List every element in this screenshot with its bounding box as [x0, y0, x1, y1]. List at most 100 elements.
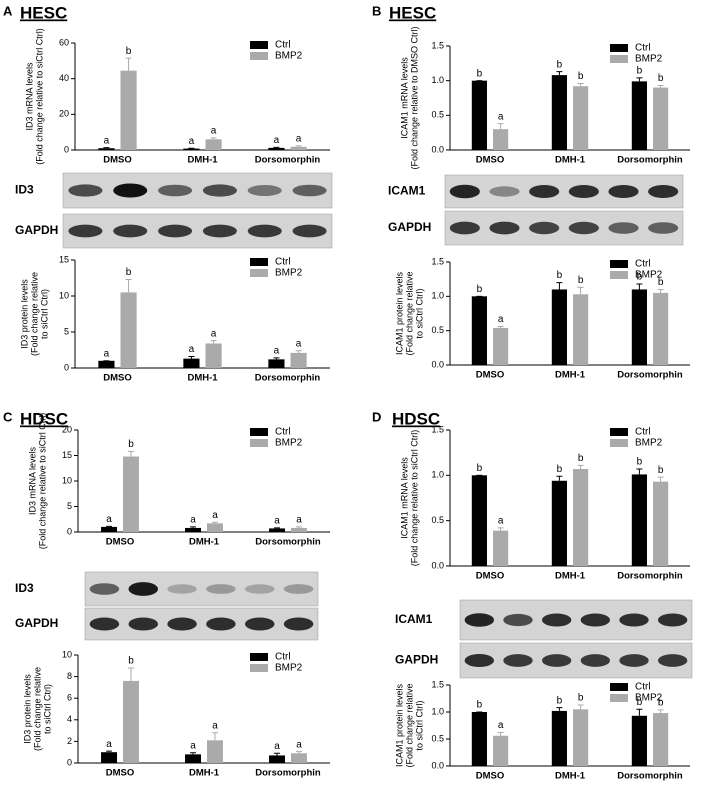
error-bar — [636, 708, 643, 716]
blot-band — [648, 222, 679, 234]
bar — [290, 352, 307, 368]
bar — [471, 712, 487, 766]
error-bar — [190, 526, 197, 528]
bar — [573, 294, 589, 365]
blot-band — [580, 613, 611, 627]
y-tick-label: 8 — [67, 671, 72, 681]
blot — [444, 174, 684, 209]
bar — [98, 360, 115, 368]
x-tick-label: DMH-1 — [187, 155, 218, 166]
bar — [493, 530, 509, 566]
blot-band — [158, 224, 193, 238]
bar — [291, 753, 307, 763]
x-tick-label: DMH-1 — [555, 155, 586, 166]
legend-swatch — [250, 439, 268, 447]
legend-label: BMP2 — [635, 693, 663, 704]
x-tick-label: DMH-1 — [555, 370, 586, 381]
bar — [205, 343, 222, 368]
bar — [269, 755, 285, 763]
bar — [551, 289, 567, 365]
error-bar — [636, 283, 643, 290]
y-axis-label: ICAM1 mRNA levels — [399, 57, 409, 139]
y-axis-label: ID3 protein levels — [22, 674, 32, 744]
error-bar — [657, 476, 664, 482]
error-bar — [577, 704, 584, 710]
bar — [551, 75, 567, 150]
bar — [268, 147, 285, 150]
blot-band — [568, 221, 599, 235]
error-bar — [127, 450, 134, 457]
blot-band — [89, 617, 120, 631]
bar — [269, 528, 285, 532]
cell-type: HESC — [389, 3, 436, 22]
legend-label: BMP2 — [635, 270, 663, 281]
legend-label: BMP2 — [275, 438, 303, 449]
y-tick-label: 60 — [59, 37, 69, 47]
y-axis-label: (Fold change relative — [32, 667, 42, 751]
significance-letter: a — [274, 135, 280, 146]
significance-letter: a — [498, 111, 504, 122]
significance-letter: b — [658, 465, 664, 476]
blot-label: GAPDH — [15, 223, 58, 237]
error-bar — [211, 521, 218, 524]
blot — [84, 571, 319, 607]
x-tick-label: Dorsomorphin — [255, 768, 321, 779]
bar — [653, 713, 669, 766]
blot-band — [449, 184, 480, 199]
error-bar — [295, 145, 302, 147]
y-axis-label: to siCtrl Ctrl) — [414, 289, 424, 339]
blot-band — [529, 221, 560, 235]
blot-band — [608, 222, 639, 234]
y-axis-label: (Fold change relative — [404, 683, 414, 767]
x-tick-label: DMSO — [476, 155, 505, 166]
legend-label: BMP2 — [275, 268, 303, 279]
blot-band — [113, 183, 148, 198]
panel-letter: D — [372, 409, 381, 424]
legend-swatch — [250, 269, 268, 277]
blot-band — [489, 186, 520, 197]
y-tick-label: 1.0 — [431, 75, 444, 85]
blot-label: GAPDH — [15, 616, 58, 630]
error-bar — [210, 340, 217, 344]
error-bar — [556, 71, 563, 76]
error-bar — [497, 527, 504, 531]
significance-letter: a — [189, 344, 195, 355]
y-tick-label: 15 — [62, 450, 72, 460]
error-bar — [106, 750, 113, 753]
blot-band — [657, 654, 688, 667]
y-axis-label: (Fold change relative — [29, 272, 39, 356]
blot-label: ID3 — [15, 183, 34, 197]
blot-band — [247, 224, 282, 238]
y-tick-label: 0.5 — [431, 515, 444, 525]
x-tick-label: Dorsomorphin — [617, 771, 683, 782]
blot-band — [648, 184, 679, 199]
y-tick-label: 20 — [62, 424, 72, 434]
error-bar — [556, 707, 563, 711]
y-axis-label: to siCtrl Ctrl) — [39, 289, 49, 339]
y-tick-label: 40 — [59, 73, 69, 83]
error-bar — [273, 146, 280, 148]
bar — [493, 327, 509, 365]
y-tick-label: 1.5 — [431, 424, 444, 434]
cell-type: HESC — [20, 3, 67, 22]
bar — [631, 715, 647, 766]
significance-letter: a — [274, 741, 280, 752]
blot-band — [292, 224, 327, 238]
bar — [185, 527, 201, 532]
x-tick-label: DMH-1 — [555, 571, 586, 582]
legend-label: BMP2 — [275, 663, 303, 674]
significance-letter: b — [557, 270, 563, 281]
y-axis-label: ICAM1 protein levels — [394, 683, 404, 767]
significance-letter: b — [637, 272, 643, 283]
x-tick-label: DMH-1 — [187, 373, 218, 384]
blot-band — [244, 584, 275, 594]
error-bar — [636, 468, 643, 475]
error-bar — [188, 355, 195, 359]
blot-band — [202, 224, 237, 238]
blot-band — [283, 584, 314, 594]
error-bar — [274, 752, 281, 756]
x-tick-label: Dorsomorphin — [617, 155, 683, 166]
blot-band — [167, 617, 197, 631]
significance-letter: b — [128, 656, 134, 667]
legend-swatch — [610, 271, 628, 279]
